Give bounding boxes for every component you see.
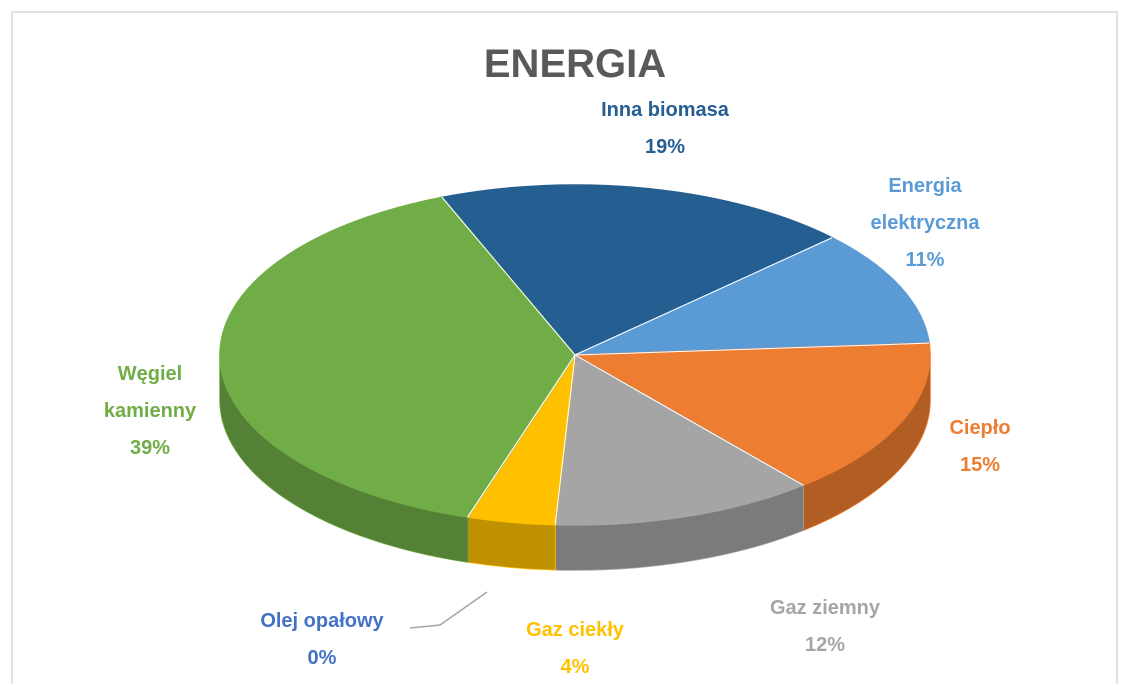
tops — [219, 184, 931, 526]
category-label: Ciepło — [949, 417, 1011, 439]
slice — [219, 196, 576, 518]
slice — [572, 342, 931, 487]
chart-frame — [11, 11, 1118, 684]
value-label: 11% — [905, 249, 945, 271]
leader-line — [409, 591, 488, 629]
value-label: 4% — [560, 656, 590, 678]
side-shade — [803, 355, 930, 531]
data-label: Ciepło 15% — [949, 410, 1010, 484]
data-label: Energia elektryczna 11% — [860, 168, 990, 279]
slice — [574, 236, 930, 356]
chart-title: ENERGIA — [483, 42, 667, 86]
category-label: Gaz ziemny — [769, 597, 881, 619]
value-label: 15% — [959, 454, 1001, 476]
slice-edge — [574, 237, 833, 356]
data-label: Gaz ciekły 4% — [526, 612, 624, 686]
slice-edge — [574, 342, 930, 356]
side-shade — [555, 485, 804, 570]
category-label: Inna biomasa — [601, 99, 729, 121]
side-shade — [467, 517, 556, 570]
category-label: Olej opałowy — [260, 610, 384, 632]
slice-edge — [467, 354, 576, 518]
value-label: 12% — [804, 634, 846, 656]
data-label: Olej opałowy 0% — [260, 603, 383, 677]
value-label: 19% — [644, 136, 686, 158]
category-label: Energia elektryczna — [870, 175, 980, 234]
data-label: Inna biomasa 19% — [601, 92, 729, 166]
slice-edge — [574, 354, 804, 486]
value-label: 39% — [129, 437, 171, 459]
side-shade — [220, 355, 468, 563]
value-label: 0% — [307, 647, 337, 669]
slice-edge — [554, 354, 576, 525]
sides — [219, 354, 931, 571]
category-label: Gaz ciekły — [526, 619, 624, 641]
data-label: Węgiel kamienny 39% — [90, 356, 210, 467]
slice-edge — [441, 197, 576, 356]
category-label: Węgiel kamienny — [103, 363, 197, 422]
slice — [554, 353, 805, 526]
data-label: Gaz ziemny 12% — [770, 590, 880, 664]
